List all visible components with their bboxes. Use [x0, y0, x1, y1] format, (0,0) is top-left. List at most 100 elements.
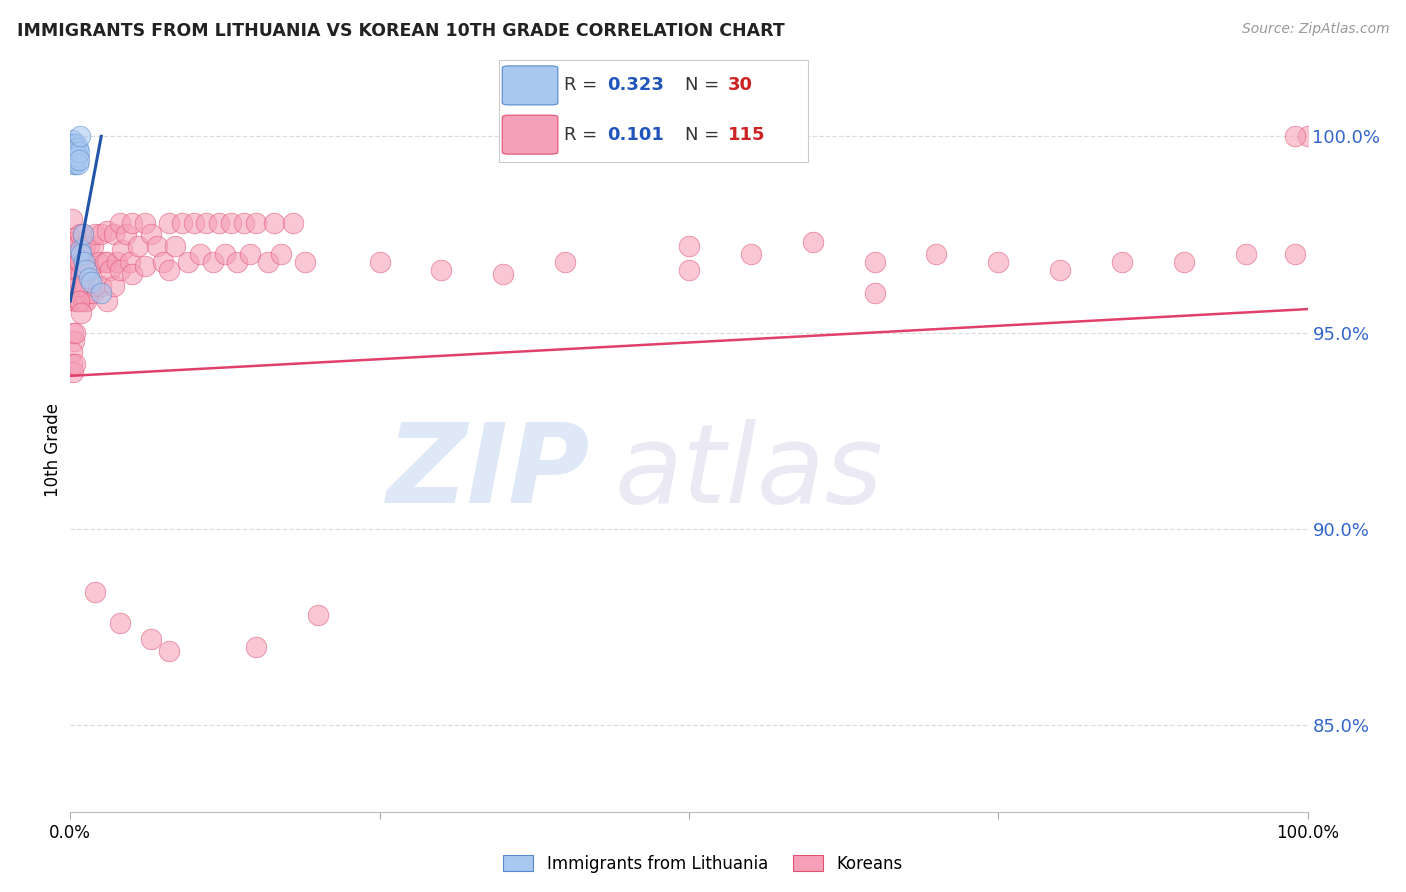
Point: [183, 216, 205, 230]
Point: [195, 216, 218, 230]
Point: [63, 145, 86, 159]
Y-axis label: 10th Grade: 10th Grade: [44, 403, 62, 498]
Point: [90, 227, 112, 242]
Point: [73, 294, 96, 309]
Point: [62, 326, 84, 340]
Point: [60, 133, 83, 147]
Point: [63, 270, 86, 285]
Point: [801, 235, 824, 250]
Point: [70, 247, 93, 261]
Point: [294, 255, 316, 269]
Point: [103, 278, 125, 293]
Point: [77, 286, 100, 301]
FancyBboxPatch shape: [502, 66, 558, 105]
Point: [188, 247, 211, 261]
Point: [65, 262, 87, 277]
Point: [863, 255, 886, 269]
Point: [65, 357, 87, 371]
Point: [108, 616, 131, 631]
Point: [863, 286, 886, 301]
Point: [263, 216, 285, 230]
Point: [69, 227, 91, 242]
Point: [73, 247, 96, 261]
Point: [208, 216, 231, 230]
Point: [63, 149, 86, 163]
Point: [134, 259, 156, 273]
Point: [96, 223, 118, 237]
Point: [62, 255, 84, 269]
Point: [170, 216, 193, 230]
Point: [60, 239, 83, 253]
Text: R =: R =: [564, 126, 609, 144]
Point: [66, 286, 89, 301]
Point: [925, 247, 948, 261]
Point: [94, 255, 117, 269]
Point: [257, 255, 280, 269]
Point: [80, 275, 103, 289]
Point: [69, 294, 91, 309]
Point: [72, 227, 94, 242]
Point: [678, 262, 700, 277]
Point: [1234, 247, 1257, 261]
Point: [430, 262, 453, 277]
Point: [65, 247, 87, 261]
Point: [214, 247, 236, 261]
Point: [84, 278, 107, 293]
Point: [226, 255, 249, 269]
Point: [63, 235, 86, 250]
Text: 115: 115: [728, 126, 765, 144]
Point: [139, 227, 162, 242]
Point: [103, 227, 125, 242]
Point: [67, 145, 90, 159]
Text: ZIP: ZIP: [387, 418, 591, 525]
Point: [62, 286, 84, 301]
Point: [368, 255, 391, 269]
Point: [115, 227, 138, 242]
Point: [307, 608, 329, 623]
Point: [1173, 255, 1195, 269]
Point: [82, 239, 104, 253]
Point: [63, 157, 86, 171]
Point: [157, 644, 180, 658]
Point: [66, 247, 89, 261]
Point: [127, 239, 149, 253]
Point: [65, 137, 87, 152]
Point: [65, 153, 87, 167]
Point: [1049, 262, 1071, 277]
Point: [96, 255, 118, 269]
Point: [84, 227, 107, 242]
Point: [281, 216, 304, 230]
Point: [60, 345, 83, 359]
Point: [740, 247, 762, 261]
Legend: Immigrants from Lithuania, Koreans: Immigrants from Lithuania, Koreans: [496, 848, 910, 880]
Point: [62, 145, 84, 159]
Point: [60, 141, 83, 155]
Point: [60, 357, 83, 371]
Point: [73, 255, 96, 269]
Point: [65, 294, 87, 309]
FancyBboxPatch shape: [502, 115, 558, 154]
Point: [67, 255, 90, 269]
Point: [157, 262, 180, 277]
Text: N =: N =: [685, 77, 724, 95]
Point: [1284, 129, 1306, 144]
Point: [60, 211, 83, 226]
Point: [219, 216, 242, 230]
Point: [1296, 129, 1319, 144]
Point: [134, 216, 156, 230]
Point: [69, 255, 91, 269]
Point: [66, 278, 89, 293]
Point: [75, 262, 97, 277]
Point: [65, 145, 87, 159]
Point: [77, 270, 100, 285]
Point: [69, 129, 91, 144]
Text: IMMIGRANTS FROM LITHUANIA VS KOREAN 10TH GRADE CORRELATION CHART: IMMIGRANTS FROM LITHUANIA VS KOREAN 10TH…: [17, 22, 785, 40]
Point: [72, 278, 94, 293]
Text: N =: N =: [685, 126, 724, 144]
Point: [82, 286, 104, 301]
Point: [98, 262, 121, 277]
Point: [121, 267, 143, 281]
Point: [72, 227, 94, 242]
Point: [1111, 255, 1133, 269]
Point: [67, 294, 90, 309]
